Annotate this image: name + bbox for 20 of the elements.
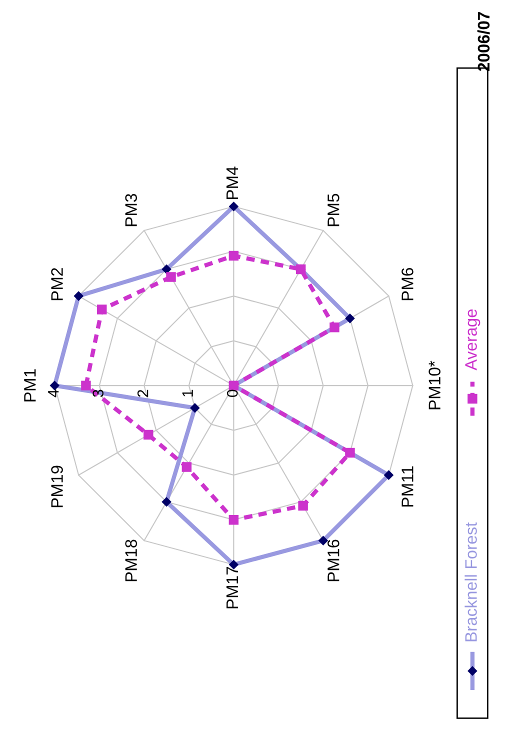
spoke-label: PM11: [402, 466, 414, 507]
spoke-label: PM18: [125, 540, 137, 582]
spoke-label: PM2: [51, 268, 63, 300]
spoke-label: PM17: [226, 566, 238, 608]
text: Average: [465, 309, 480, 370]
y-tick-label: 4: [48, 390, 59, 398]
spoke-label: PM1: [24, 369, 36, 402]
spoke-label: PM3: [125, 194, 137, 226]
y-tick-label: 1: [182, 390, 193, 396]
text: Bracknell Forest: [464, 522, 477, 642]
y-tick-label: 3: [92, 390, 104, 398]
chart-title: 2006/07: [477, 12, 490, 71]
y-tick-label: 0: [226, 390, 238, 398]
spoke-label: PM16: [328, 540, 340, 582]
spoke-label: PM19: [51, 466, 63, 508]
spoke-label: PM6: [402, 268, 414, 300]
spoke-label: PM10*: [428, 360, 440, 410]
spoke-label: PM5: [328, 194, 340, 226]
y-tick-label: 2: [137, 390, 148, 397]
spoke-label: PM4: [226, 166, 238, 199]
